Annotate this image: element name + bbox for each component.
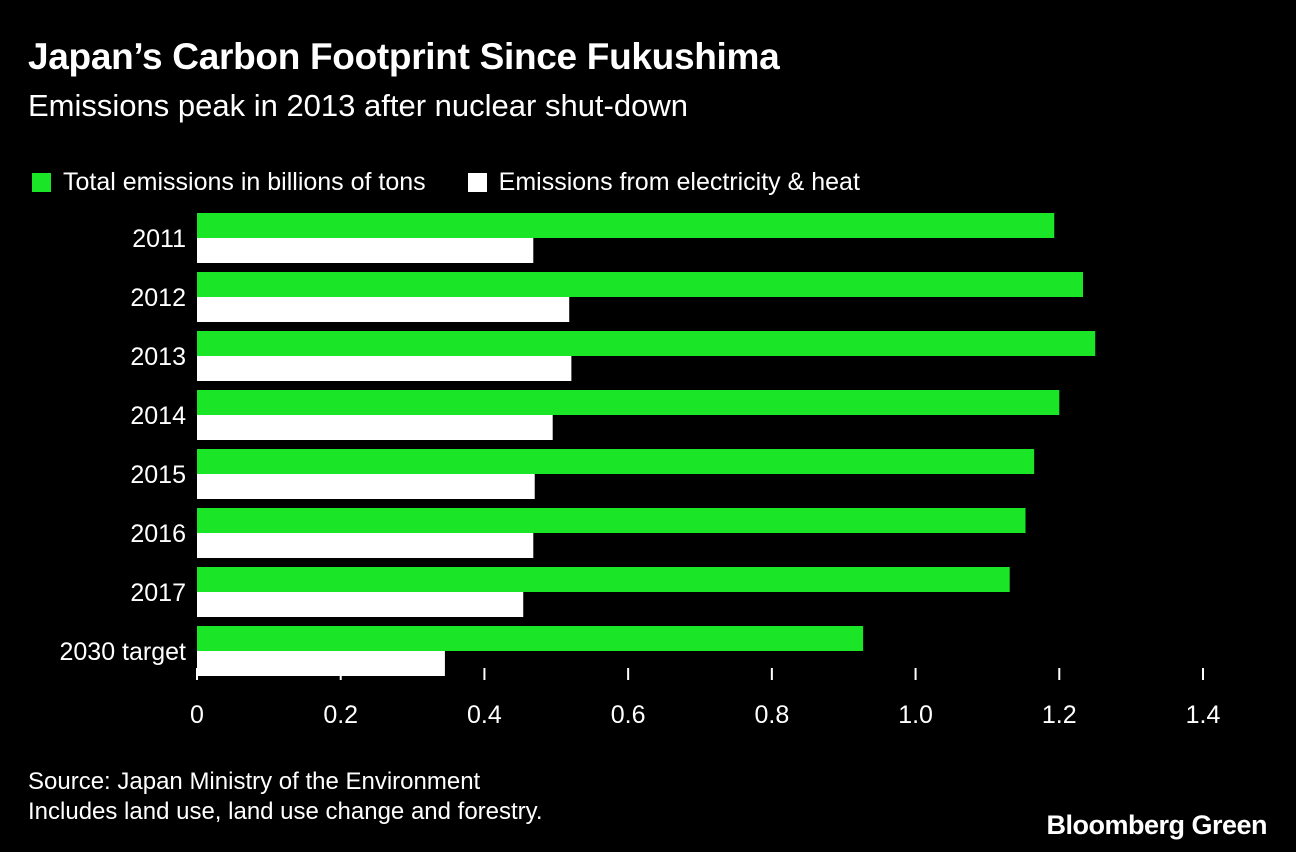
category-label: 2015 xyxy=(130,461,186,489)
bar-total-2011 xyxy=(197,213,1055,238)
category-label: 2012 xyxy=(130,284,186,312)
bar-total-2014 xyxy=(197,390,1060,415)
legend-label-electricity: Emissions from electricity & heat xyxy=(498,167,860,196)
x-tick-label: 0.8 xyxy=(754,701,789,729)
bar-electricity-2016 xyxy=(197,533,534,558)
legend: Total emissions in billions of tons Emis… xyxy=(32,166,902,198)
source-note: Source: Japan Ministry of the Environmen… xyxy=(28,768,481,795)
x-tick-label: 0.4 xyxy=(467,701,502,729)
chart-title: Japan’s Carbon Footprint Since Fukushima xyxy=(28,36,780,77)
category-label: 2013 xyxy=(130,343,186,371)
x-tick-label: 1.2 xyxy=(1042,701,1077,729)
footnote: Includes land use, land use change and f… xyxy=(28,798,543,825)
bar-total-2017 xyxy=(197,567,1010,592)
bar-electricity-2011 xyxy=(197,238,534,263)
category-label: 2014 xyxy=(130,402,186,430)
legend-swatch-total xyxy=(32,172,51,192)
x-tick-label: 1.0 xyxy=(898,701,933,729)
category-label: 2017 xyxy=(130,579,186,607)
x-tick-label: 0 xyxy=(190,701,204,729)
bar-total-2016 xyxy=(197,508,1026,533)
category-label: 2016 xyxy=(130,520,186,548)
bar-electricity-2013 xyxy=(197,356,572,381)
bar-total-2030-target xyxy=(197,626,864,651)
legend-item-total: Total emissions in billions of tons xyxy=(32,168,426,197)
legend-label-total: Total emissions in billions of tons xyxy=(63,167,426,196)
brand-logo: Bloomberg Green xyxy=(1046,810,1267,840)
bar-total-2012 xyxy=(197,272,1083,297)
chart-subtitle: Emissions peak in 2013 after nuclear shu… xyxy=(28,88,688,123)
category-label: 2030 target xyxy=(60,638,187,666)
bar-electricity-2014 xyxy=(197,415,553,440)
x-tick-label: 1.4 xyxy=(1186,701,1221,729)
x-tick-label: 0.6 xyxy=(611,701,646,729)
bar-electricity-2017 xyxy=(197,592,524,617)
bar-chart: 2011 2012 2013 2014 2015 2016 2017 2030 target 0… xyxy=(60,213,1221,729)
bar-electricity-2030-target xyxy=(197,651,445,676)
category-label: 2011 xyxy=(132,225,186,253)
bar-total-2013 xyxy=(197,331,1096,356)
legend-item-electricity: Emissions from electricity & heat xyxy=(467,167,860,197)
bar-electricity-2012 xyxy=(197,297,570,322)
bar-total-2015 xyxy=(197,449,1035,474)
bar-electricity-2015 xyxy=(197,474,535,499)
legend-swatch-electricity xyxy=(467,172,487,192)
x-tick-label: 0.2 xyxy=(323,701,358,729)
